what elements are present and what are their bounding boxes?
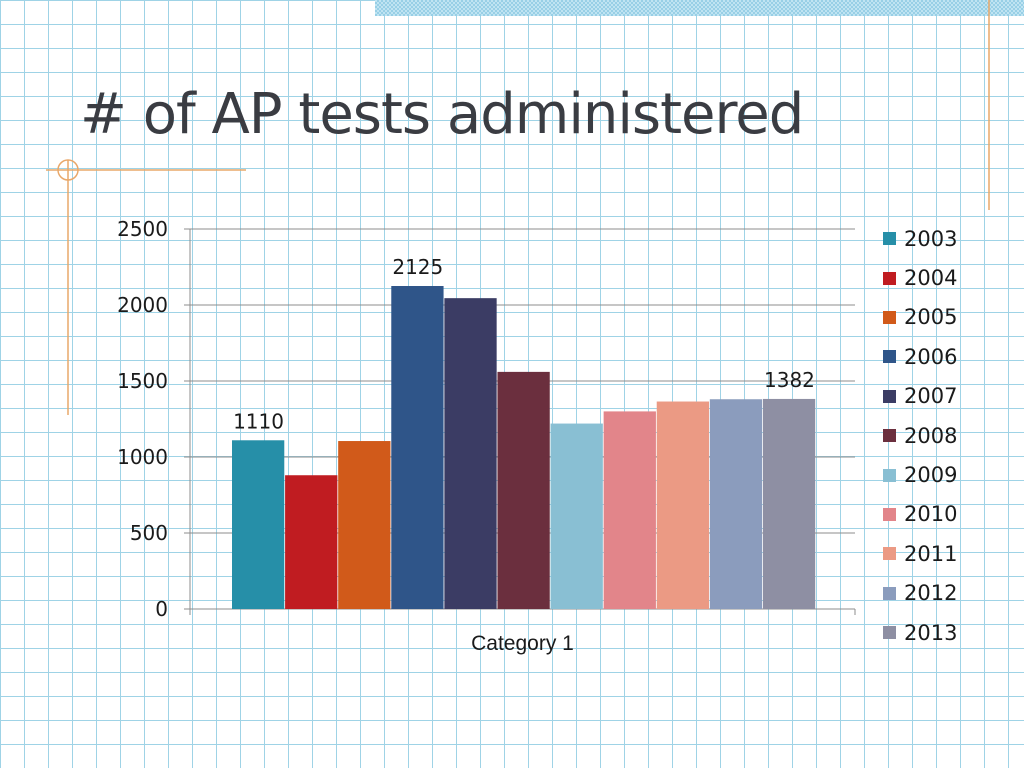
slide-title: # of AP tests administered: [80, 82, 804, 147]
legend-item-2009: 2009: [883, 455, 957, 494]
legend-label: 2013: [904, 620, 958, 645]
bar-2012: [709, 399, 763, 609]
legend-label: 2003: [904, 226, 958, 251]
legend-item-2013: 2013: [883, 613, 957, 652]
bar-2006: [391, 286, 444, 609]
legend-label: 2010: [904, 502, 958, 527]
bar-2007: [444, 298, 497, 609]
legend-swatch: [883, 547, 896, 561]
legend-swatch: [883, 389, 896, 403]
y-tick-label: 1500: [117, 369, 168, 393]
data-label-2003: 1110: [233, 409, 284, 433]
bar-2008: [497, 371, 550, 609]
legend-item-2008: 2008: [883, 416, 957, 455]
legend-swatch: [883, 271, 896, 285]
bar-2013: [762, 398, 816, 609]
legend-item-2012: 2012: [883, 574, 957, 613]
data-label-2006: 2125: [392, 255, 443, 279]
y-tick-label: 0: [155, 597, 168, 621]
legend-label: 2007: [904, 384, 958, 409]
legend-swatch: [883, 429, 896, 443]
legend-swatch: [883, 468, 896, 482]
legend-label: 2008: [904, 423, 958, 448]
legend-swatch: [883, 232, 896, 246]
legend-item-2006: 2006: [883, 337, 957, 376]
bar-2010: [603, 411, 656, 609]
legend-swatch: [883, 626, 896, 640]
y-tick-label: 2500: [117, 217, 168, 241]
legend-label: 2009: [904, 463, 958, 488]
y-tick-label: 500: [130, 521, 168, 545]
legend-item-2003: 2003: [883, 219, 957, 258]
legend-item-2011: 2011: [883, 534, 957, 573]
legend-item-2004: 2004: [883, 258, 957, 297]
x-category-label: Category 1: [471, 632, 574, 655]
legend-swatch: [883, 350, 896, 364]
legend-label: 2011: [904, 541, 958, 566]
legend-item-2010: 2010: [883, 495, 957, 534]
legend-label: 2005: [904, 305, 958, 330]
legend-item-2005: 2005: [883, 298, 957, 337]
bar-2009: [550, 423, 603, 609]
bar-2005: [338, 441, 391, 609]
y-tick-label: 1000: [117, 445, 168, 469]
legend-label: 2004: [904, 266, 958, 291]
y-tick-label: 2000: [117, 293, 168, 317]
legend-item-2007: 2007: [883, 377, 957, 416]
bar-2003: [232, 440, 285, 609]
chart-legend: 2003 2004 2005 2006 2007 2008 2009 2010 2011 2012…: [883, 219, 957, 652]
bar-2004: [285, 475, 338, 609]
data-label-2013: 1382: [764, 368, 815, 392]
legend-swatch: [883, 310, 896, 324]
legend-swatch: [883, 507, 896, 521]
legend-swatch: [883, 586, 896, 600]
legend-label: 2012: [904, 581, 958, 606]
decorative-top-band: [375, 0, 1024, 16]
legend-label: 2006: [904, 344, 958, 369]
bar-2011: [656, 401, 710, 609]
